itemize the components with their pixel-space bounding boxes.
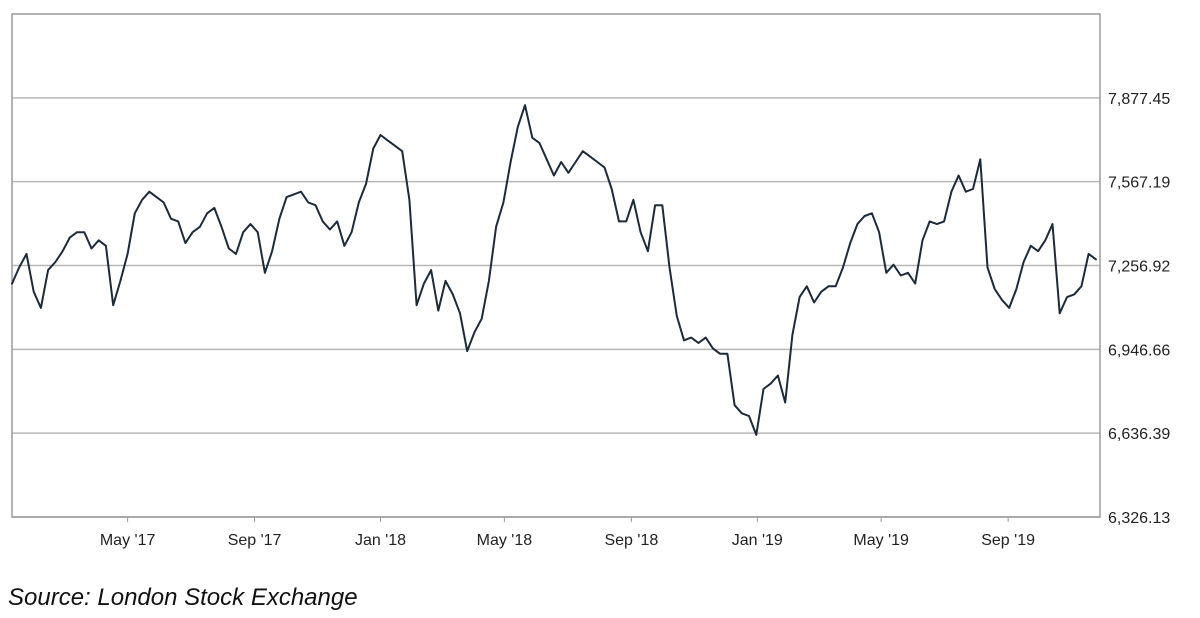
y-tick-label: 6,636.39 [1108,426,1170,443]
y-axis-tick-labels: 6,326.13 6,636.39 6,946.66 7,256.92 7,567.19… [1108,91,1170,527]
x-axis-tick-labels: May '17 Sep '17 Jan '18 May '18 Sep '18 Jan '… [100,517,1035,549]
x-tick-label: May '19 [853,532,909,549]
y-tick-label: 6,326.13 [1108,510,1170,527]
grid-lines [12,97,1100,518]
x-tick-label: Jan '18 [355,532,406,549]
x-tick-label: Sep '17 [228,532,282,549]
x-tick-label: Sep '19 [981,532,1035,549]
x-tick-label: May '18 [477,532,533,549]
y-tick-label: 7,567.19 [1108,175,1170,192]
x-tick-label: May '17 [100,532,156,549]
x-tick-label: Sep '18 [604,532,658,549]
y-tick-label: 7,256.92 [1108,259,1170,276]
source-note: Source: London Stock Exchange [8,584,358,611]
y-tick-label: 6,946.66 [1108,342,1170,359]
x-tick-label: Jan '19 [732,532,783,549]
plot-frame [11,13,1101,518]
series-line [11,104,1097,436]
y-tick-label: 7,877.45 [1108,91,1170,108]
